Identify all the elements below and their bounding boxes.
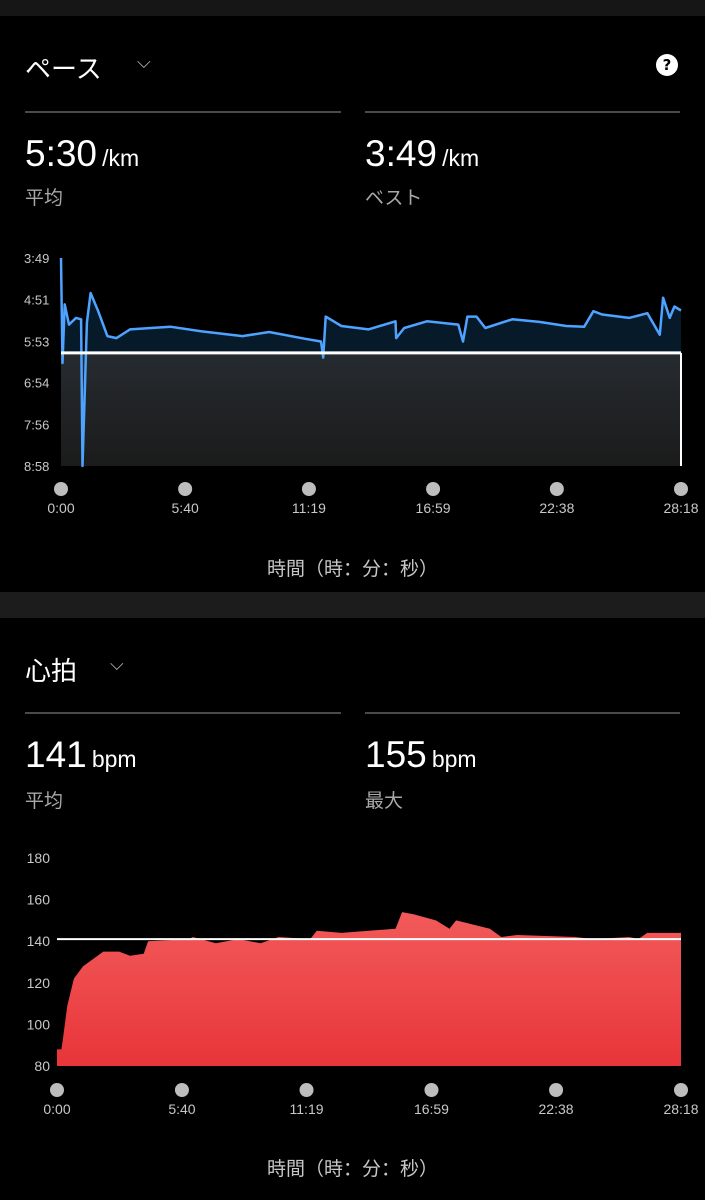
time-marker-dot: [178, 482, 193, 496]
time-marker-dot: [50, 1083, 64, 1097]
chevron-down-icon[interactable]: ⌵: [110, 654, 124, 675]
chevron-down-icon[interactable]: ⌵: [137, 52, 151, 73]
time-marker-dot: [299, 1083, 314, 1097]
heart-rate-max: 155 bpm: [365, 734, 477, 776]
pace-average-unit: /km: [102, 145, 140, 171]
pace-best-label: ベスト: [365, 187, 423, 209]
pace-line: [59, 257, 682, 468]
time-marker-dot: [674, 482, 688, 496]
help-icon[interactable]: ?: [656, 54, 678, 76]
y-tick-label: 160: [27, 892, 51, 908]
time-marker-dot: [54, 482, 68, 496]
x-tick-label: 28:18: [663, 1101, 698, 1117]
x-tick-label: 0:00: [47, 500, 74, 516]
heart-rate-average-unit: bpm: [91, 746, 137, 772]
heart-rate-max-value: 155: [365, 734, 427, 775]
pace-best: 3:49 /km: [365, 133, 479, 175]
average-region: [61, 352, 681, 466]
time-marker-dot: [549, 1083, 564, 1097]
pace-average: 5:30 /km: [25, 133, 139, 175]
x-tick-label: 0:00: [43, 1101, 70, 1117]
heart-rate-average-label: 平均: [25, 790, 64, 812]
x-tick-label: 16:59: [414, 1101, 449, 1117]
heart-rate-average-value: 141: [25, 734, 87, 775]
heart-rate-average: 141 bpm: [25, 734, 137, 776]
heart-rate-max-label: 最大: [365, 790, 404, 812]
divider: [25, 712, 341, 714]
time-marker-dot: [426, 482, 441, 496]
pace-title: ペース: [25, 55, 102, 85]
heart-rate-area: [57, 912, 681, 1066]
y-tick-label: 140: [27, 933, 51, 949]
time-marker-dot: [174, 1083, 189, 1097]
y-tick-label: 120: [27, 975, 51, 991]
x-tick-label: 11:19: [292, 500, 326, 516]
top-separator: [0, 0, 705, 16]
pace-x-axis-title: 時間（時：分：秒）: [266, 558, 438, 580]
heart-rate-max-unit: bpm: [431, 746, 477, 772]
x-tick-label: 22:38: [539, 500, 574, 516]
y-tick-label: 6:54: [24, 376, 49, 391]
time-marker-dot: [674, 1083, 688, 1097]
y-tick-label: 7:56: [24, 417, 49, 432]
x-tick-label: 5:40: [168, 1101, 195, 1117]
heart-rate-x-axis-title: 時間（時：分：秒）: [266, 1158, 438, 1180]
x-tick-label: 5:40: [172, 500, 199, 516]
pace-best-unit: /km: [442, 145, 480, 171]
time-marker-dot: [549, 482, 564, 496]
pace-average-value: 5:30: [25, 133, 98, 174]
heart-rate-chart: 180 160 140 120 100 80 0:00 5:40 11:19 16:59 22:38…: [27, 850, 699, 1117]
y-tick-label: 80: [34, 1058, 50, 1074]
pace-best-value: 3:49: [365, 133, 438, 174]
heart-rate-title: 心拍: [25, 657, 78, 687]
pace-average-label: 平均: [25, 187, 64, 209]
divider: [365, 111, 680, 113]
x-tick-label: 16:59: [416, 500, 451, 516]
x-tick-label: 11:19: [290, 1101, 324, 1117]
y-tick-label: 4:51: [24, 293, 49, 308]
section-separator: [0, 592, 705, 618]
y-tick-label: 8:58: [24, 459, 49, 474]
y-tick-label: 3:49: [24, 251, 49, 266]
time-marker-dot: [424, 1083, 439, 1097]
y-tick-label: 5:53: [24, 334, 49, 349]
x-tick-label: 28:18: [663, 500, 698, 516]
pace-chart: 3:49 4:51 5:53 6:54 7:56 8:58 0:00 5:40 11:19 16:…: [24, 251, 699, 516]
divider: [25, 111, 341, 113]
y-tick-label: 100: [27, 1016, 51, 1032]
time-marker-dot: [301, 482, 316, 496]
x-tick-label: 22:38: [539, 1101, 574, 1117]
divider: [365, 712, 680, 714]
y-tick-label: 180: [27, 850, 51, 866]
